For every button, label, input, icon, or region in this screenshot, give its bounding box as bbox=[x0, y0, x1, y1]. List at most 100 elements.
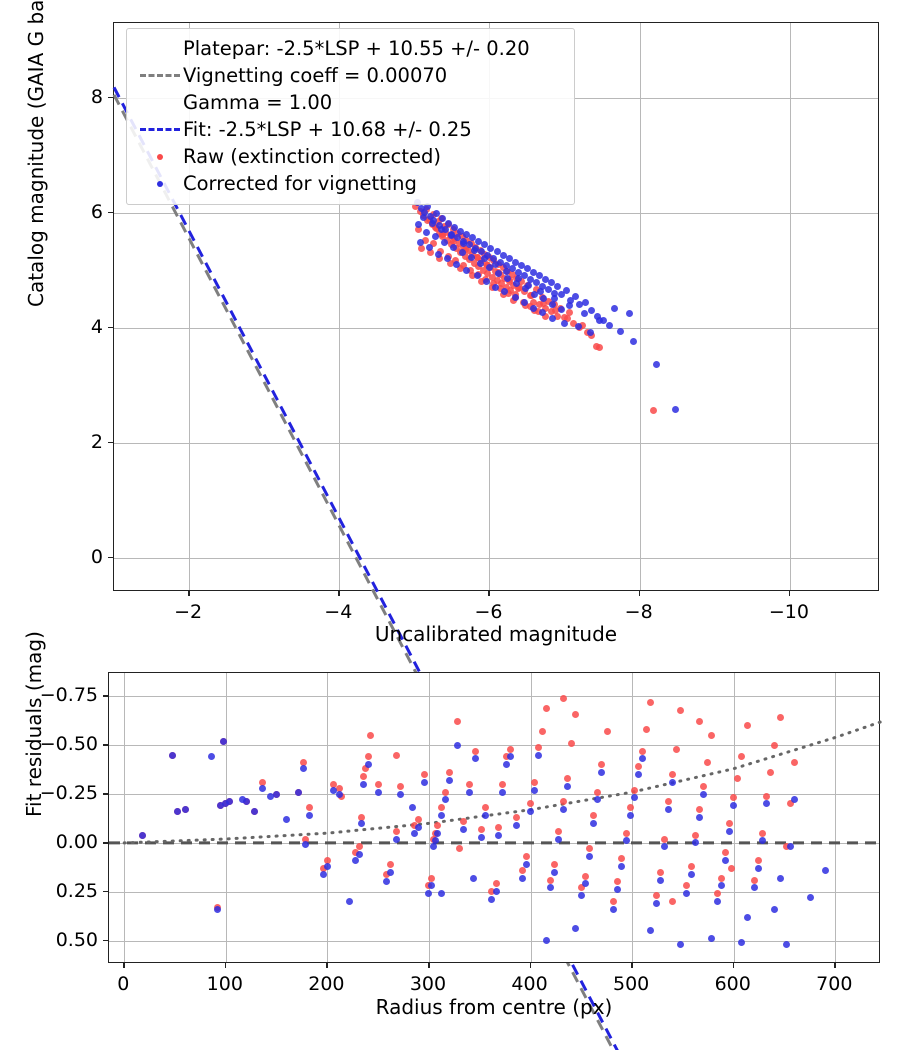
scatter-point bbox=[139, 831, 147, 839]
scatter-point bbox=[516, 283, 524, 291]
scatter-point bbox=[466, 788, 474, 796]
top-panel-y-axis-label: Catalog magnitude (GAIA G band) bbox=[24, 0, 48, 307]
scatter-point bbox=[750, 884, 758, 892]
y-axis-tick bbox=[103, 744, 108, 746]
scatter-point bbox=[750, 876, 758, 884]
scatter-point bbox=[514, 274, 522, 282]
scatter-point bbox=[522, 860, 530, 868]
scatter-point bbox=[441, 788, 449, 796]
scatter-point bbox=[460, 817, 467, 825]
y-axis-tick-label: 8 bbox=[90, 85, 103, 108]
scatter-point bbox=[699, 790, 707, 798]
scatter-point bbox=[622, 829, 630, 837]
x-axis-tick bbox=[638, 591, 641, 596]
x-axis-tick-label: 200 bbox=[308, 973, 345, 995]
scatter-point bbox=[559, 694, 567, 702]
gridline-horizontal bbox=[109, 940, 879, 942]
x-axis-tick bbox=[427, 963, 430, 968]
x-axis-tick-label: −2 bbox=[174, 601, 203, 623]
scatter-point bbox=[364, 753, 372, 761]
scatter-point bbox=[501, 288, 508, 296]
y-axis-tick-label: 2 bbox=[90, 430, 103, 453]
scatter-point bbox=[466, 780, 474, 788]
scatter-point bbox=[657, 876, 665, 884]
scatter-point bbox=[455, 240, 463, 248]
scatter-point bbox=[540, 299, 548, 307]
scatter-point bbox=[634, 771, 642, 779]
legend-item-fit: Fit: -2.5*LSP + 10.68 +/- 0.25 bbox=[137, 116, 564, 143]
scatter-point bbox=[479, 266, 487, 274]
scatter-point bbox=[559, 806, 567, 814]
x-axis-tick-label: −4 bbox=[324, 601, 353, 623]
scatter-point bbox=[458, 249, 466, 257]
scatter-point bbox=[730, 802, 738, 810]
scatter-point bbox=[553, 312, 561, 320]
scatter-point bbox=[360, 780, 368, 788]
scatter-point bbox=[502, 262, 510, 270]
scatter-point bbox=[487, 244, 495, 252]
scatter-point bbox=[791, 796, 799, 804]
scatter-point bbox=[547, 279, 555, 287]
scatter-point bbox=[463, 231, 471, 238]
scatter-point bbox=[267, 792, 274, 800]
dashed-line-gray-icon bbox=[137, 66, 183, 86]
x-axis-tick-label: 600 bbox=[714, 973, 751, 995]
scatter-point bbox=[436, 255, 444, 263]
scatter-point bbox=[570, 319, 578, 327]
scatter-point bbox=[614, 886, 622, 894]
scatter-point bbox=[542, 312, 550, 320]
scatter-point bbox=[652, 360, 660, 368]
scatter-point bbox=[580, 310, 588, 318]
scatter-point bbox=[502, 761, 510, 769]
gridline-vertical bbox=[733, 673, 735, 962]
y-axis-tick bbox=[108, 96, 113, 99]
scatter-point bbox=[535, 272, 543, 280]
bottom-panel-plot-area bbox=[109, 720, 883, 845]
scatter-point bbox=[618, 855, 626, 863]
scatter-point bbox=[672, 405, 680, 413]
scatter-point bbox=[481, 241, 489, 249]
x-axis-tick-label: −8 bbox=[624, 601, 653, 623]
scatter-point bbox=[429, 843, 437, 851]
bottom-panel-y-axis-label: Fit residuals (mag) bbox=[22, 631, 46, 817]
x-axis-tick-label: 400 bbox=[511, 973, 548, 995]
scatter-point bbox=[421, 778, 429, 786]
scatter-point bbox=[470, 247, 478, 255]
scatter-point bbox=[683, 890, 691, 898]
scatter-point bbox=[703, 759, 711, 767]
red-dot-marker-icon bbox=[137, 147, 183, 167]
scatter-point bbox=[541, 304, 549, 312]
scatter-point bbox=[561, 319, 569, 327]
scatter-point bbox=[649, 406, 657, 414]
scatter-point bbox=[392, 827, 400, 835]
scatter-point bbox=[758, 829, 766, 837]
scatter-point bbox=[299, 759, 307, 767]
scatter-point bbox=[431, 224, 439, 232]
scatter-point bbox=[535, 301, 543, 309]
scatter-point bbox=[577, 892, 585, 900]
scatter-point bbox=[744, 722, 752, 730]
scatter-point bbox=[352, 849, 360, 857]
scatter-point bbox=[453, 718, 461, 726]
scatter-point bbox=[653, 899, 660, 907]
gridline-horizontal bbox=[114, 212, 878, 214]
scatter-point bbox=[610, 905, 618, 913]
gridline-horizontal bbox=[109, 696, 879, 698]
dashed-line-blue-icon bbox=[137, 120, 183, 140]
scatter-point bbox=[564, 314, 572, 322]
scatter-point bbox=[695, 718, 703, 726]
scatter-point bbox=[585, 853, 593, 861]
scatter-point bbox=[437, 804, 445, 812]
scatter-point bbox=[754, 856, 762, 864]
scatter-point bbox=[783, 940, 791, 948]
scatter-point bbox=[616, 327, 624, 335]
legend-item-gamma: Gamma = 1.00 bbox=[137, 89, 564, 116]
scatter-point bbox=[766, 769, 774, 777]
legend-label-fit: Fit: -2.5*LSP + 10.68 +/- 0.25 bbox=[183, 117, 472, 141]
scatter-point bbox=[392, 751, 400, 759]
scatter-point bbox=[422, 228, 430, 236]
scatter-point bbox=[770, 741, 778, 749]
scatter-point bbox=[594, 788, 602, 796]
scatter-point bbox=[437, 226, 445, 234]
scatter-point bbox=[323, 862, 331, 870]
